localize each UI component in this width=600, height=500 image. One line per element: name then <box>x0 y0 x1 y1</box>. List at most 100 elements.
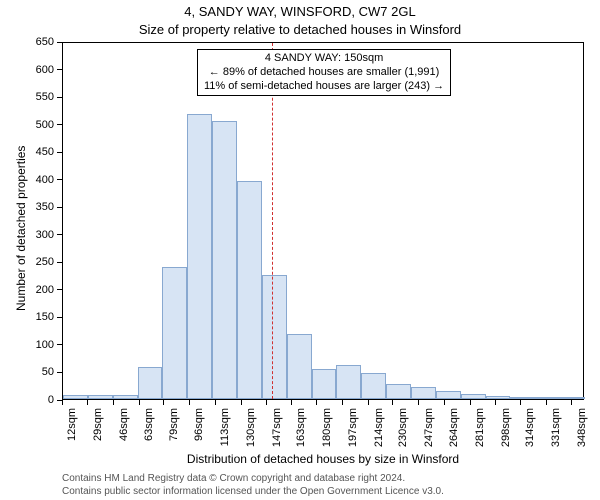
ytick-mark <box>57 179 62 180</box>
xtick-label: 163sqm <box>295 408 307 447</box>
ytick-label: 500 <box>28 119 54 131</box>
x-axis-label: Distribution of detached houses by size … <box>62 452 584 466</box>
xtick-label: 247sqm <box>423 408 435 447</box>
ytick-label: 0 <box>28 394 54 406</box>
chart-title-address: 4, SANDY WAY, WINSFORD, CW7 2GL <box>0 4 600 19</box>
histogram-bar <box>237 181 262 399</box>
xtick-mark <box>215 400 216 405</box>
annotation-line-1: 4 SANDY WAY: 150sqm <box>204 52 444 66</box>
xtick-mark <box>495 400 496 405</box>
histogram-bar <box>436 391 461 399</box>
plot-area: 4 SANDY WAY: 150sqm← 89% of detached hou… <box>62 42 584 400</box>
xtick-label: 147sqm <box>271 408 283 447</box>
ytick-mark <box>57 207 62 208</box>
ytick-label: 100 <box>28 339 54 351</box>
xtick-label: 314sqm <box>524 408 536 447</box>
ytick-mark <box>57 372 62 373</box>
xtick-label: 113sqm <box>219 408 231 446</box>
xtick-mark <box>470 400 471 405</box>
ytick-label: 450 <box>28 146 54 158</box>
ytick-mark <box>57 42 62 43</box>
ytick-mark <box>57 262 62 263</box>
xtick-label: 180sqm <box>321 408 333 447</box>
xtick-mark <box>342 400 343 405</box>
ytick-label: 550 <box>28 91 54 103</box>
ytick-mark <box>57 152 62 153</box>
attribution-footer: Contains HM Land Registry data © Crown c… <box>62 472 444 498</box>
ytick-label: 600 <box>28 64 54 76</box>
xtick-label: 130sqm <box>245 408 257 447</box>
histogram-bar <box>212 121 237 399</box>
xtick-mark <box>62 400 63 405</box>
histogram-bar <box>138 367 163 399</box>
xtick-label: 264sqm <box>448 408 460 447</box>
xtick-mark <box>392 400 393 405</box>
ytick-mark <box>57 317 62 318</box>
ytick-label: 350 <box>28 201 54 213</box>
annotation-box: 4 SANDY WAY: 150sqm← 89% of detached hou… <box>197 49 451 96</box>
ytick-mark <box>57 124 62 125</box>
xtick-label: 214sqm <box>373 408 385 447</box>
xtick-label: 46sqm <box>118 408 130 441</box>
xtick-mark <box>241 400 242 405</box>
ytick-mark <box>57 289 62 290</box>
xtick-label: 230sqm <box>397 408 409 447</box>
xtick-mark <box>418 400 419 405</box>
ytick-mark <box>57 69 62 70</box>
xtick-mark <box>520 400 521 405</box>
histogram-bar <box>187 114 212 399</box>
histogram-bar <box>312 369 337 399</box>
y-axis-label: Number of detached properties <box>14 146 28 311</box>
xtick-mark <box>163 400 164 405</box>
xtick-label: 79sqm <box>168 408 180 441</box>
histogram-bar <box>535 397 560 399</box>
xtick-mark <box>87 400 88 405</box>
xtick-mark <box>368 400 369 405</box>
reference-line <box>272 43 273 399</box>
histogram-bar <box>113 395 138 399</box>
ytick-mark <box>57 344 62 345</box>
histogram-bar <box>560 397 585 399</box>
chart-title-description: Size of property relative to detached ho… <box>0 22 600 37</box>
histogram-bar <box>88 395 113 399</box>
ytick-label: 400 <box>28 174 54 186</box>
xtick-label: 281sqm <box>474 408 486 447</box>
histogram-bar <box>63 395 88 399</box>
ytick-label: 300 <box>28 229 54 241</box>
histogram-bar <box>287 334 312 399</box>
chart-root: 4, SANDY WAY, WINSFORD, CW7 2GL Size of … <box>0 0 600 500</box>
annotation-line-2: ← 89% of detached houses are smaller (1,… <box>204 66 444 80</box>
xtick-label: 96sqm <box>193 408 205 441</box>
histogram-bar <box>510 397 535 399</box>
footer-line-2: Contains public sector information licen… <box>62 485 444 498</box>
xtick-label: 63sqm <box>143 408 155 441</box>
histogram-bar <box>411 387 436 399</box>
histogram-bar <box>361 373 386 399</box>
ytick-mark <box>57 97 62 98</box>
histogram-bar <box>386 384 411 399</box>
xtick-mark <box>316 400 317 405</box>
xtick-label: 331sqm <box>550 408 562 447</box>
xtick-mark <box>266 400 267 405</box>
xtick-mark <box>189 400 190 405</box>
xtick-mark <box>113 400 114 405</box>
xtick-mark <box>291 400 292 405</box>
histogram-bar <box>336 365 361 399</box>
annotation-line-3: 11% of semi-detached houses are larger (… <box>204 80 444 94</box>
ytick-label: 650 <box>28 36 54 48</box>
histogram-bar <box>461 394 486 400</box>
xtick-label: 348sqm <box>576 408 588 447</box>
footer-line-1: Contains HM Land Registry data © Crown c… <box>62 472 444 485</box>
ytick-label: 250 <box>28 256 54 268</box>
histogram-bar <box>162 267 187 399</box>
xtick-mark <box>139 400 140 405</box>
xtick-mark <box>444 400 445 405</box>
xtick-label: 29sqm <box>92 408 104 441</box>
ytick-mark <box>57 234 62 235</box>
xtick-mark <box>546 400 547 405</box>
ytick-label: 50 <box>28 366 54 378</box>
histogram-bar <box>486 396 511 399</box>
xtick-label: 12sqm <box>66 408 78 441</box>
ytick-label: 200 <box>28 284 54 296</box>
xtick-label: 197sqm <box>347 408 359 447</box>
